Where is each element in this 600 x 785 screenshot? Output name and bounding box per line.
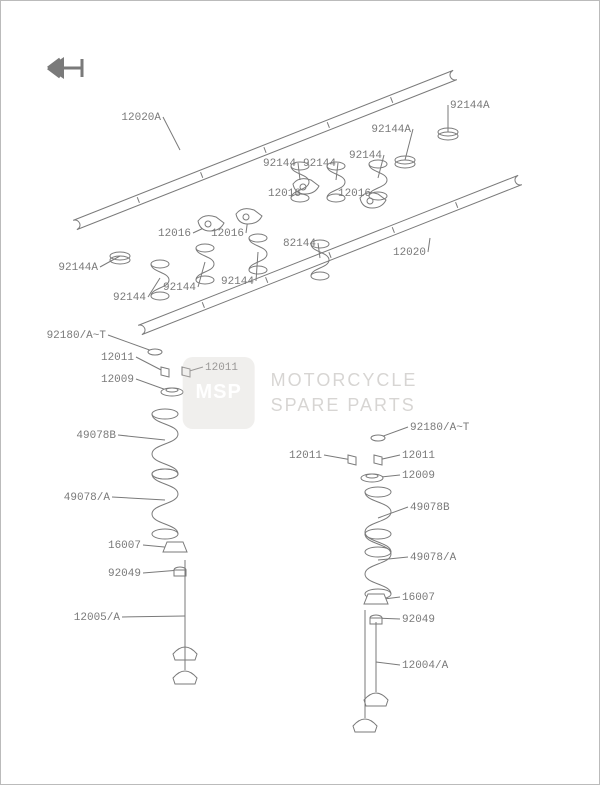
svg-text:92180/A~T: 92180/A~T <box>410 422 470 434</box>
svg-text:82144: 82144 <box>283 238 316 250</box>
svg-text:49078/A: 49078/A <box>410 552 457 564</box>
svg-text:92144A: 92144A <box>450 100 490 112</box>
svg-text:92144: 92144 <box>113 292 146 304</box>
svg-text:92049: 92049 <box>402 614 435 626</box>
svg-text:12020: 12020 <box>393 247 426 259</box>
svg-text:49078B: 49078B <box>76 430 116 442</box>
svg-text:49078/A: 49078/A <box>64 492 111 504</box>
svg-text:92049: 92049 <box>108 568 141 580</box>
svg-text:16007: 16007 <box>402 592 435 604</box>
svg-text:12016: 12016 <box>158 228 191 240</box>
svg-text:92144: 92144 <box>263 158 296 170</box>
svg-text:16007: 16007 <box>108 540 141 552</box>
svg-text:92144: 92144 <box>163 282 196 294</box>
svg-text:92144A: 92144A <box>371 124 411 136</box>
svg-text:92144: 92144 <box>349 150 382 162</box>
svg-text:12009: 12009 <box>402 470 435 482</box>
svg-text:92180/A~T: 92180/A~T <box>47 330 107 342</box>
svg-text:12009: 12009 <box>101 374 134 386</box>
svg-text:12011: 12011 <box>101 352 134 364</box>
svg-text:92144: 92144 <box>221 276 254 288</box>
svg-text:92144: 92144 <box>303 158 336 170</box>
svg-text:12020A: 12020A <box>121 112 161 124</box>
svg-text:12011: 12011 <box>402 450 435 462</box>
svg-text:12005/A: 12005/A <box>74 612 121 624</box>
parts-diagram: 92144A 92144 92144 12016 12016 92144 12020A 120… <box>0 0 600 785</box>
svg-text:12011: 12011 <box>205 362 238 374</box>
svg-text:92144A: 92144A <box>58 262 98 274</box>
svg-text:12016: 12016 <box>338 188 371 200</box>
svg-text:12004/A: 12004/A <box>402 660 449 672</box>
svg-text:12011: 12011 <box>289 450 322 462</box>
svg-text:49078B: 49078B <box>410 502 450 514</box>
svg-text:12016: 12016 <box>211 228 244 240</box>
